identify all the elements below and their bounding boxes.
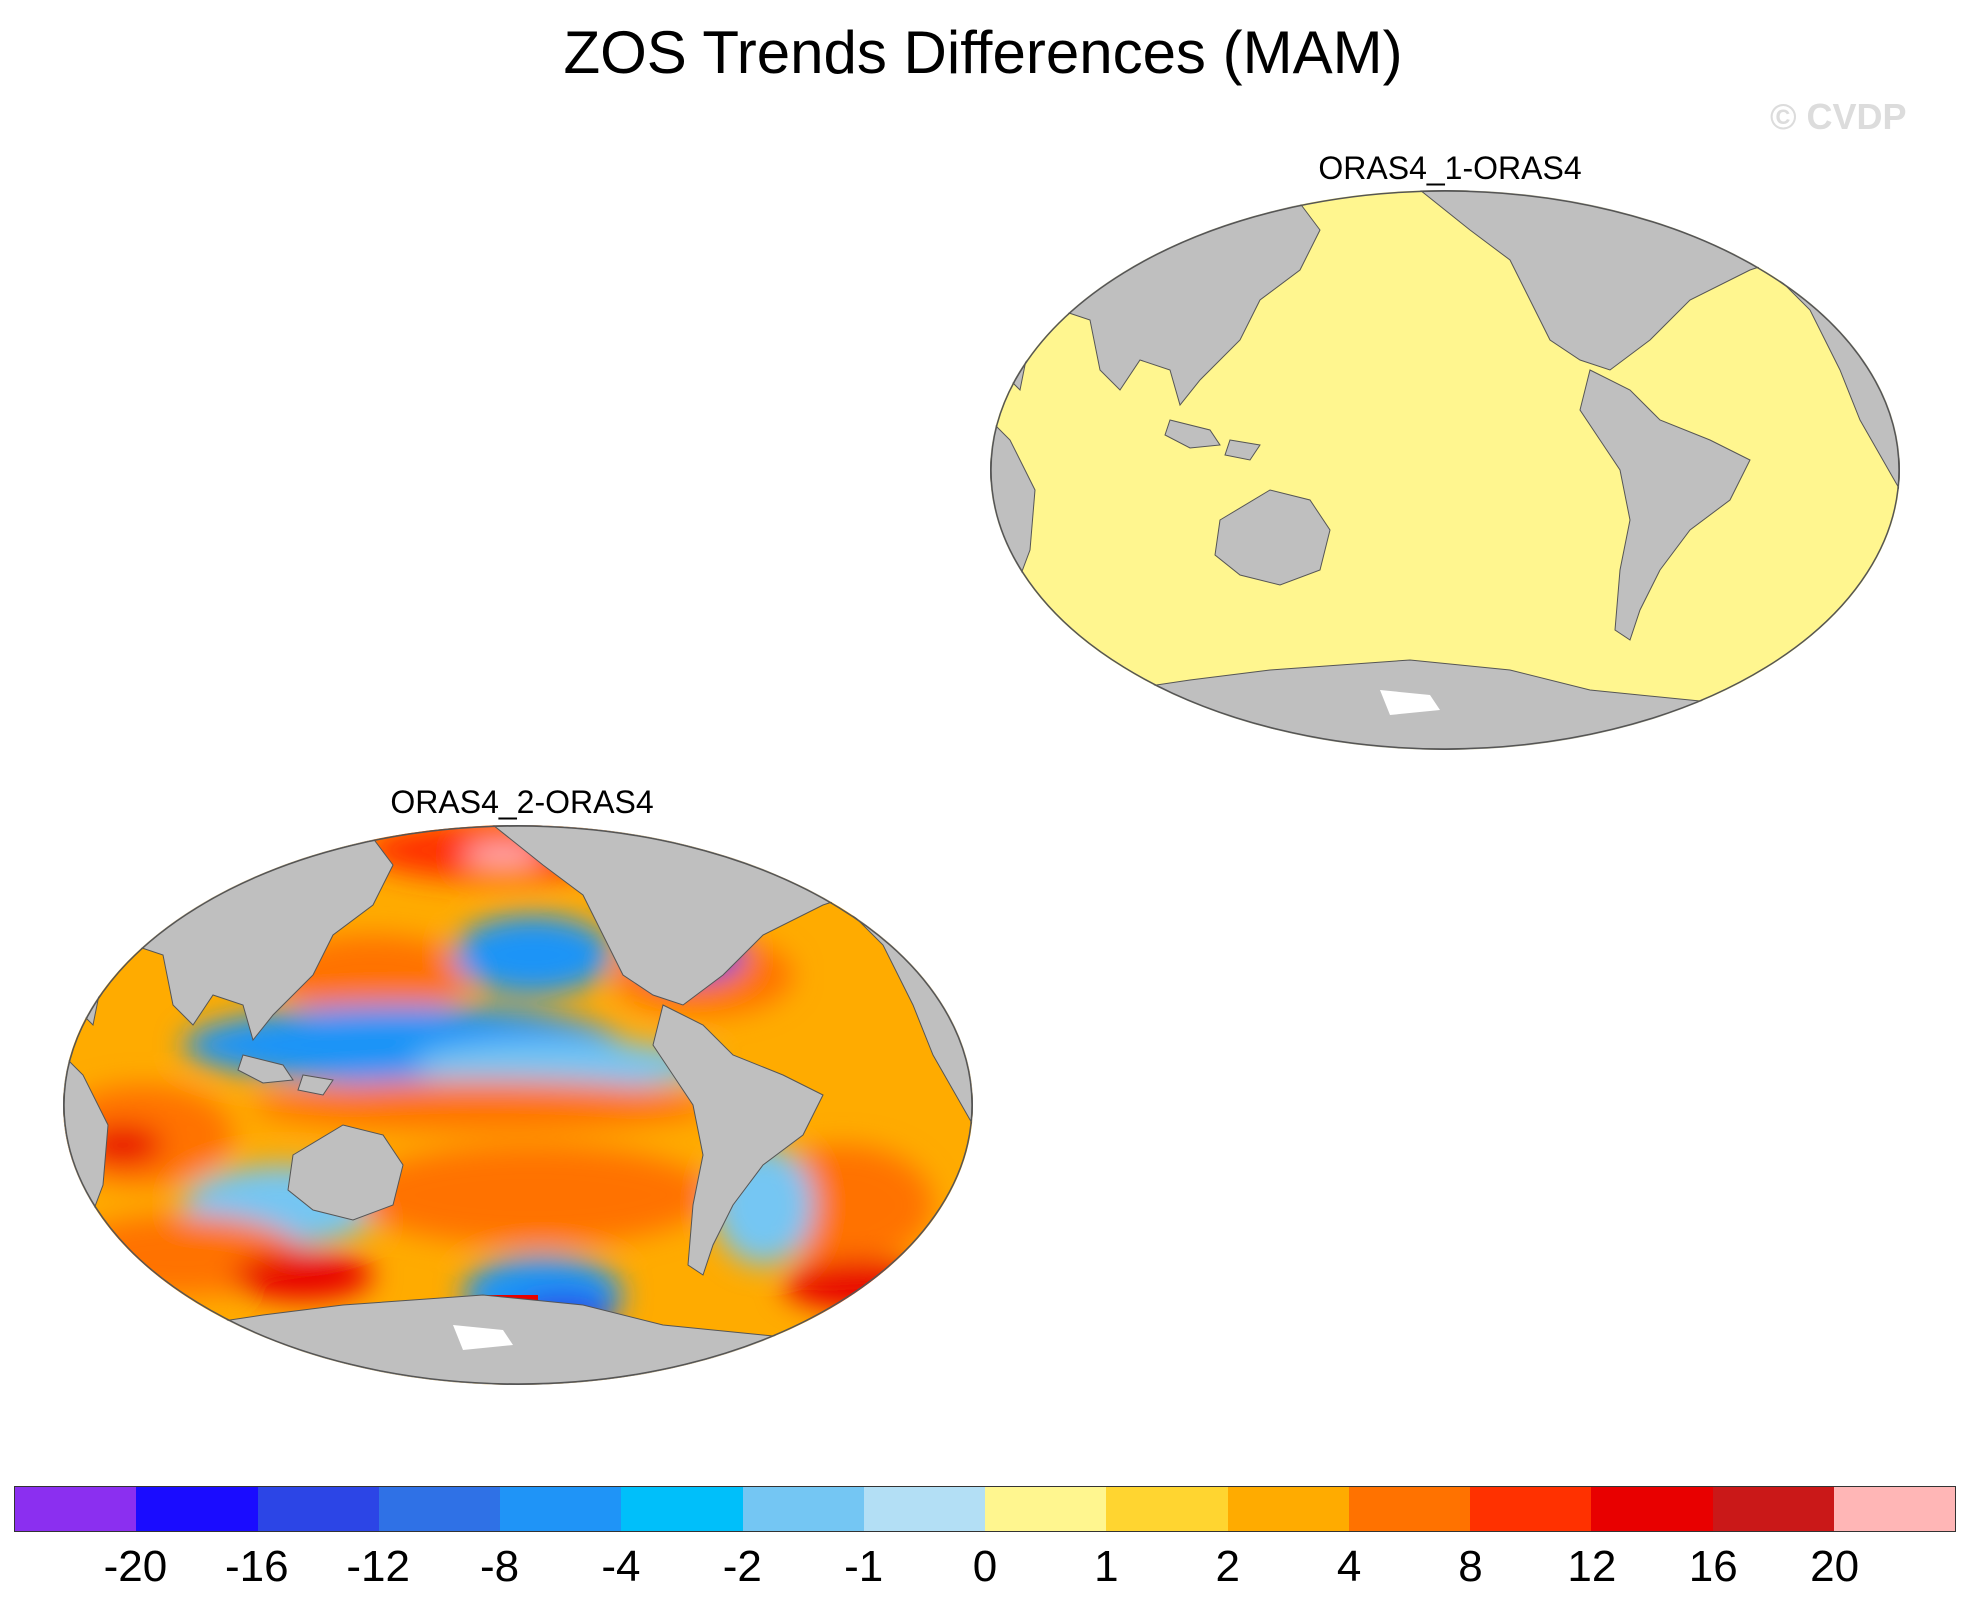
page-title: ZOS Trends Differences (MAM) bbox=[563, 19, 1403, 86]
colorbar-swatch-1 bbox=[136, 1487, 258, 1531]
colorbar-swatch-7 bbox=[863, 1487, 985, 1531]
colorbar-tick-label: -12 bbox=[346, 1542, 410, 1591]
ice-shelf bbox=[453, 1325, 513, 1350]
colorbar-swatch-13 bbox=[1591, 1487, 1713, 1531]
colorbar-swatch-14 bbox=[1712, 1487, 1834, 1531]
watermark-text: © CVDP bbox=[1770, 96, 1907, 137]
colorbar-tick-label: 20 bbox=[1810, 1542, 1860, 1591]
colorbar-swatch-10 bbox=[1227, 1487, 1349, 1531]
colorbar-tick-label: -20 bbox=[103, 1542, 168, 1591]
colorbar-swatch-8 bbox=[985, 1487, 1107, 1531]
colorbar-labels: -20 -16 -12 -8 -4 -2 -1 0 1 2 4 8 12 16 20 bbox=[0, 1542, 1966, 1602]
colorbar-tick-label: 12 bbox=[1567, 1542, 1617, 1591]
colorbar-swatch-2 bbox=[257, 1487, 379, 1531]
map-outline bbox=[63, 825, 973, 1385]
colorbar-swatch-11 bbox=[1348, 1487, 1470, 1531]
colorbar-tick-label: 0 bbox=[972, 1542, 998, 1591]
colorbar-tick-label: 1 bbox=[1094, 1542, 1119, 1591]
colorbar-tick-label: -1 bbox=[844, 1542, 884, 1591]
colorbar-swatch-4 bbox=[500, 1487, 622, 1531]
colorbar-tick-label: -4 bbox=[601, 1542, 641, 1591]
colorbar-swatch-3 bbox=[378, 1487, 500, 1531]
panel2-title: ORAS4_2-ORAS4 bbox=[390, 784, 654, 820]
colorbar-tick-label: -16 bbox=[224, 1542, 289, 1591]
colorbar-tick-label: -8 bbox=[479, 1542, 520, 1591]
colorbar-tick-label: 16 bbox=[1688, 1542, 1738, 1591]
colorbar-swatch-12 bbox=[1470, 1487, 1592, 1531]
colorbar-tick-label: 4 bbox=[1336, 1542, 1362, 1591]
map-outline bbox=[990, 190, 1900, 750]
colorbar-tick-label: 2 bbox=[1215, 1542, 1240, 1591]
map-panel-oras4-2 bbox=[63, 825, 973, 1385]
colorbar-swatch-6 bbox=[742, 1487, 864, 1531]
colorbar-swatch-15 bbox=[1833, 1487, 1955, 1531]
colorbar bbox=[14, 1486, 1956, 1532]
colorbar-swatch-5 bbox=[621, 1487, 743, 1531]
colorbar-tick-label: 8 bbox=[1458, 1542, 1483, 1591]
map-panel-oras4-1 bbox=[990, 190, 1900, 750]
colorbar-swatch-9 bbox=[1106, 1487, 1228, 1531]
colorbar-swatch-0 bbox=[15, 1487, 137, 1531]
colorbar-tick-label: -2 bbox=[722, 1542, 762, 1591]
ice-shelf bbox=[1380, 690, 1440, 715]
panel1-title: ORAS4_1-ORAS4 bbox=[1318, 150, 1582, 186]
